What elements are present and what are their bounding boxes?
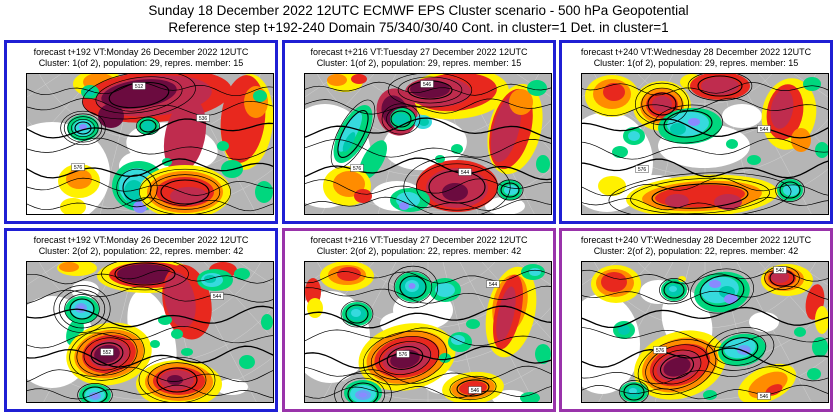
panel-cluster1-t192: forecast t+192 VT:Monday 26 December 202… — [4, 40, 278, 224]
panel-header-forecast: forecast t+216 VT:Tuesday 27 December 20… — [310, 235, 528, 245]
svg-text:546: 546 — [760, 394, 769, 400]
panel-header-forecast: forecast t+192 VT:Monday 26 December 202… — [33, 235, 249, 245]
geopotential-map-cluster2-t240: 576 540 546 — [581, 261, 829, 403]
svg-text:544: 544 — [489, 282, 498, 288]
svg-text:512: 512 — [135, 84, 144, 90]
svg-text:544: 544 — [213, 294, 222, 300]
svg-text:544: 544 — [461, 170, 470, 176]
svg-text:540: 540 — [776, 268, 785, 274]
svg-text:576: 576 — [74, 165, 83, 171]
svg-text:544: 544 — [760, 127, 769, 133]
svg-text:552: 552 — [103, 350, 112, 356]
panel-cluster1-t240: forecast t+240 VT:Wednesday 28 December … — [559, 40, 833, 224]
panel-cluster2-t240: forecast t+240 VT:Wednesday 28 December … — [559, 228, 833, 412]
product-subtitle: Reference step t+192-240 Domain 75/340/3… — [168, 20, 669, 35]
geopotential-map-cluster2-t192: 544 552 — [26, 261, 274, 403]
panel-header-cluster: Cluster: 1(of 2), population: 29, repres… — [316, 58, 522, 68]
svg-text:536: 536 — [199, 116, 208, 122]
panel-header-cluster: Cluster: 2(of 2), population: 22, repres… — [316, 246, 522, 256]
svg-text:546: 546 — [471, 388, 480, 394]
panel-header-cluster: Cluster: 2(of 2), population: 22, repres… — [593, 246, 799, 256]
panel-cluster2-t192: forecast t+192 VT:Monday 26 December 202… — [4, 228, 278, 412]
panel-cluster1-t216: forecast t+216 VT:Tuesday 27 December 20… — [282, 40, 556, 224]
panel-header-forecast: forecast t+192 VT:Monday 26 December 202… — [33, 47, 249, 57]
panel-header-forecast: forecast t+240 VT:Wednesday 28 December … — [580, 235, 812, 245]
geopotential-map-cluster1-t216: 546 544 576 — [304, 73, 552, 215]
svg-text:576: 576 — [638, 167, 647, 173]
svg-text:546: 546 — [423, 82, 432, 88]
geopotential-map-cluster2-t216: 576 544 546 — [304, 261, 552, 403]
geopotential-map-cluster1-t192: 512 536 576 — [26, 73, 274, 215]
panel-header-cluster: Cluster: 1(of 2), population: 29, repres… — [593, 58, 799, 68]
svg-text:576: 576 — [399, 352, 408, 358]
svg-text:576: 576 — [353, 166, 362, 172]
svg-text:576: 576 — [656, 348, 665, 354]
panel-header-forecast: forecast t+216 VT:Tuesday 27 December 20… — [310, 47, 528, 57]
panel-header-cluster: Cluster: 1(of 2), population: 29, repres… — [38, 58, 244, 68]
product-title: Sunday 18 December 2022 12UTC ECMWF EPS … — [148, 3, 689, 18]
panel-header-cluster: Cluster: 2(of 2), population: 22, repres… — [38, 246, 244, 256]
panel-cluster2-t216: forecast t+216 VT:Tuesday 27 December 20… — [282, 228, 556, 412]
panel-header-forecast: forecast t+240 VT:Wednesday 28 December … — [580, 47, 812, 57]
geopotential-map-cluster1-t240: 544 576 — [581, 73, 829, 215]
